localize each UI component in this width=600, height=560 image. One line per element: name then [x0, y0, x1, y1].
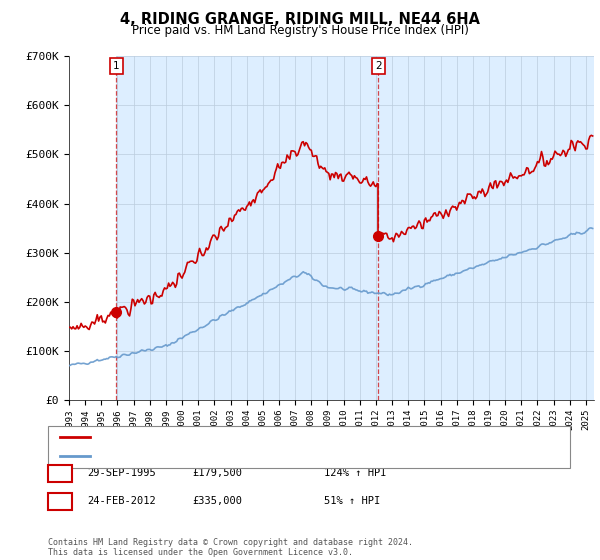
Text: Contains HM Land Registry data © Crown copyright and database right 2024.
This d: Contains HM Land Registry data © Crown c…	[48, 538, 413, 557]
Text: 24-FEB-2012: 24-FEB-2012	[87, 496, 156, 506]
Text: 4, RIDING GRANGE, RIDING MILL, NE44 6HA (detached house): 4, RIDING GRANGE, RIDING MILL, NE44 6HA …	[96, 432, 425, 442]
Text: 29-SEP-1995: 29-SEP-1995	[87, 468, 156, 478]
Text: 2: 2	[56, 496, 64, 506]
Text: 51% ↑ HPI: 51% ↑ HPI	[324, 496, 380, 506]
Text: £335,000: £335,000	[192, 496, 242, 506]
Text: Price paid vs. HM Land Registry's House Price Index (HPI): Price paid vs. HM Land Registry's House …	[131, 24, 469, 38]
Text: HPI: Average price, detached house, Northumberland: HPI: Average price, detached house, Nort…	[96, 451, 390, 461]
Text: 124% ↑ HPI: 124% ↑ HPI	[324, 468, 386, 478]
Text: 4, RIDING GRANGE, RIDING MILL, NE44 6HA: 4, RIDING GRANGE, RIDING MILL, NE44 6HA	[120, 12, 480, 27]
Bar	[69, 56, 116, 400]
Text: 1: 1	[56, 468, 64, 478]
Text: 2: 2	[375, 61, 382, 71]
Text: £179,500: £179,500	[192, 468, 242, 478]
Text: 1: 1	[113, 61, 119, 71]
